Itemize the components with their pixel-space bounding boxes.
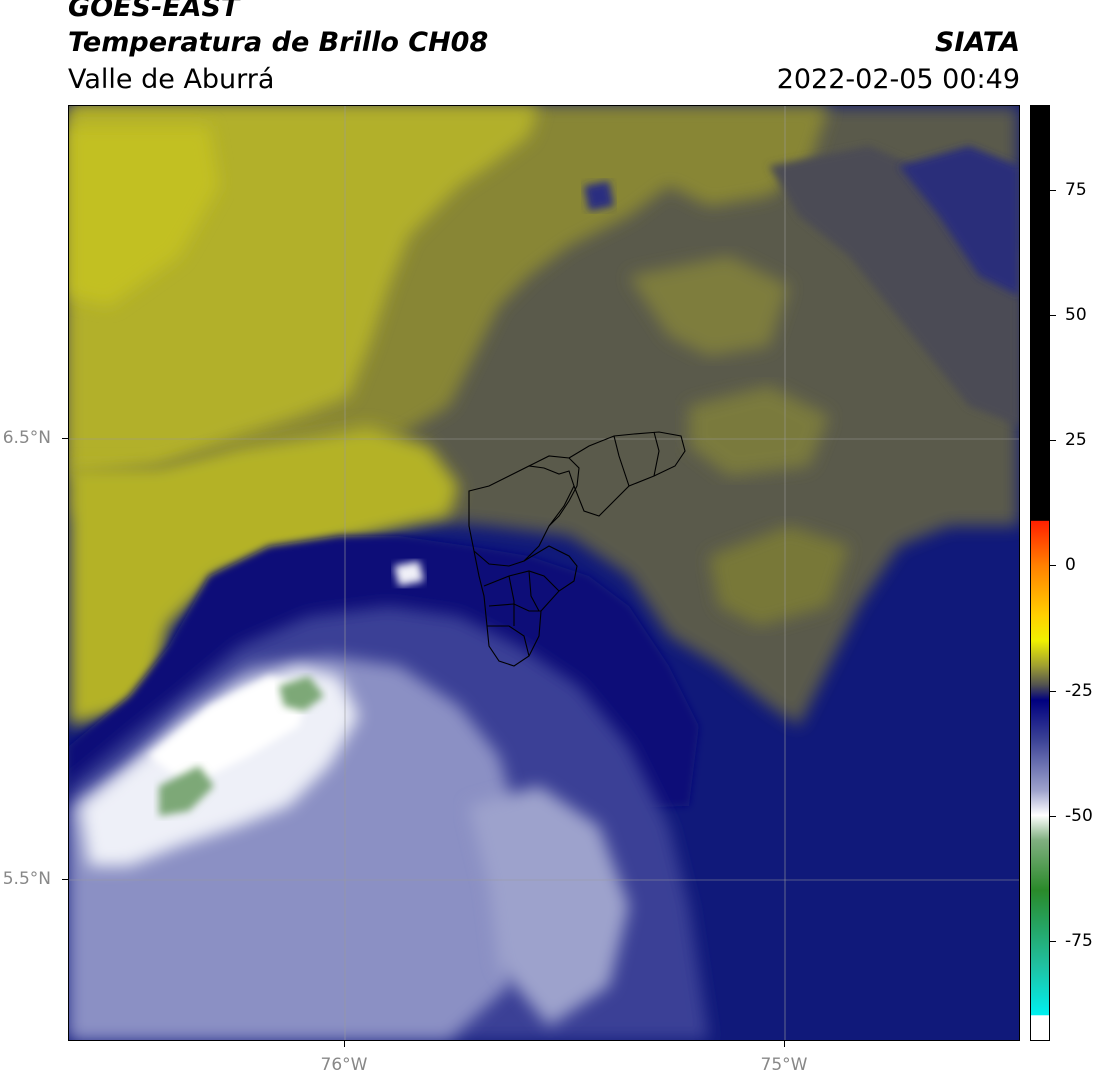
colorbar-tick-label: 0 xyxy=(1065,555,1076,576)
lat-tick-6.5 xyxy=(62,438,68,439)
colorbar-tick-label: 25 xyxy=(1065,430,1087,451)
colorbar-tick-label: -75 xyxy=(1065,930,1093,951)
olive-patch-east xyxy=(709,526,849,626)
organization-label: SIATA xyxy=(934,27,1020,58)
lon-label-75: 75°W xyxy=(760,1055,808,1075)
light-blue-lower xyxy=(469,786,629,1026)
blue-dot-north xyxy=(584,181,614,211)
lat-label-6.5: 6.5°N xyxy=(2,428,51,448)
municipal-boundaries xyxy=(468,431,686,667)
colorbar-tick xyxy=(1050,440,1056,442)
colorbar-tick xyxy=(1050,315,1056,317)
olive-patch-right xyxy=(629,256,789,356)
region-subtitle: Valle de Aburrá xyxy=(68,64,275,95)
olive-patch-mid xyxy=(689,386,829,476)
blue-cloud-ne xyxy=(899,146,1019,296)
lon-tick-76 xyxy=(344,1041,345,1047)
bright-olive-west xyxy=(69,426,459,726)
lat-label-5.5: 5.5°N xyxy=(2,869,51,889)
colorbar-tick xyxy=(1050,815,1056,817)
colorbar-tick-label: 75 xyxy=(1065,180,1087,201)
white-spot xyxy=(394,561,424,586)
satellite-map[interactable] xyxy=(68,105,1020,1041)
map-canvas xyxy=(69,106,1019,1040)
colorbar-tick xyxy=(1050,565,1056,567)
lat-tick-5.5 xyxy=(62,879,68,880)
colorbar-tick-label: -25 xyxy=(1065,680,1093,701)
colorbar-tick-label: 50 xyxy=(1065,305,1087,326)
green-cell-1 xyxy=(279,676,324,711)
temperature-colorbar xyxy=(1030,105,1050,1041)
product-title: Temperatura de Brillo CH08 xyxy=(68,27,489,58)
lon-label-76: 76°W xyxy=(320,1055,368,1075)
satellite-title: GOES-EAST xyxy=(68,0,240,23)
colorbar-tick xyxy=(1050,190,1056,192)
colorbar-tick xyxy=(1050,940,1056,942)
lon-tick-75 xyxy=(784,1041,785,1047)
colorbar-tick xyxy=(1050,690,1056,692)
green-cell-2 xyxy=(159,766,214,816)
datetime-label: 2022-02-05 00:49 xyxy=(776,64,1020,95)
colorbar-tick-label: -50 xyxy=(1065,805,1093,826)
yellow-olive-corner xyxy=(69,126,219,306)
white-core-2 xyxy=(149,676,309,786)
